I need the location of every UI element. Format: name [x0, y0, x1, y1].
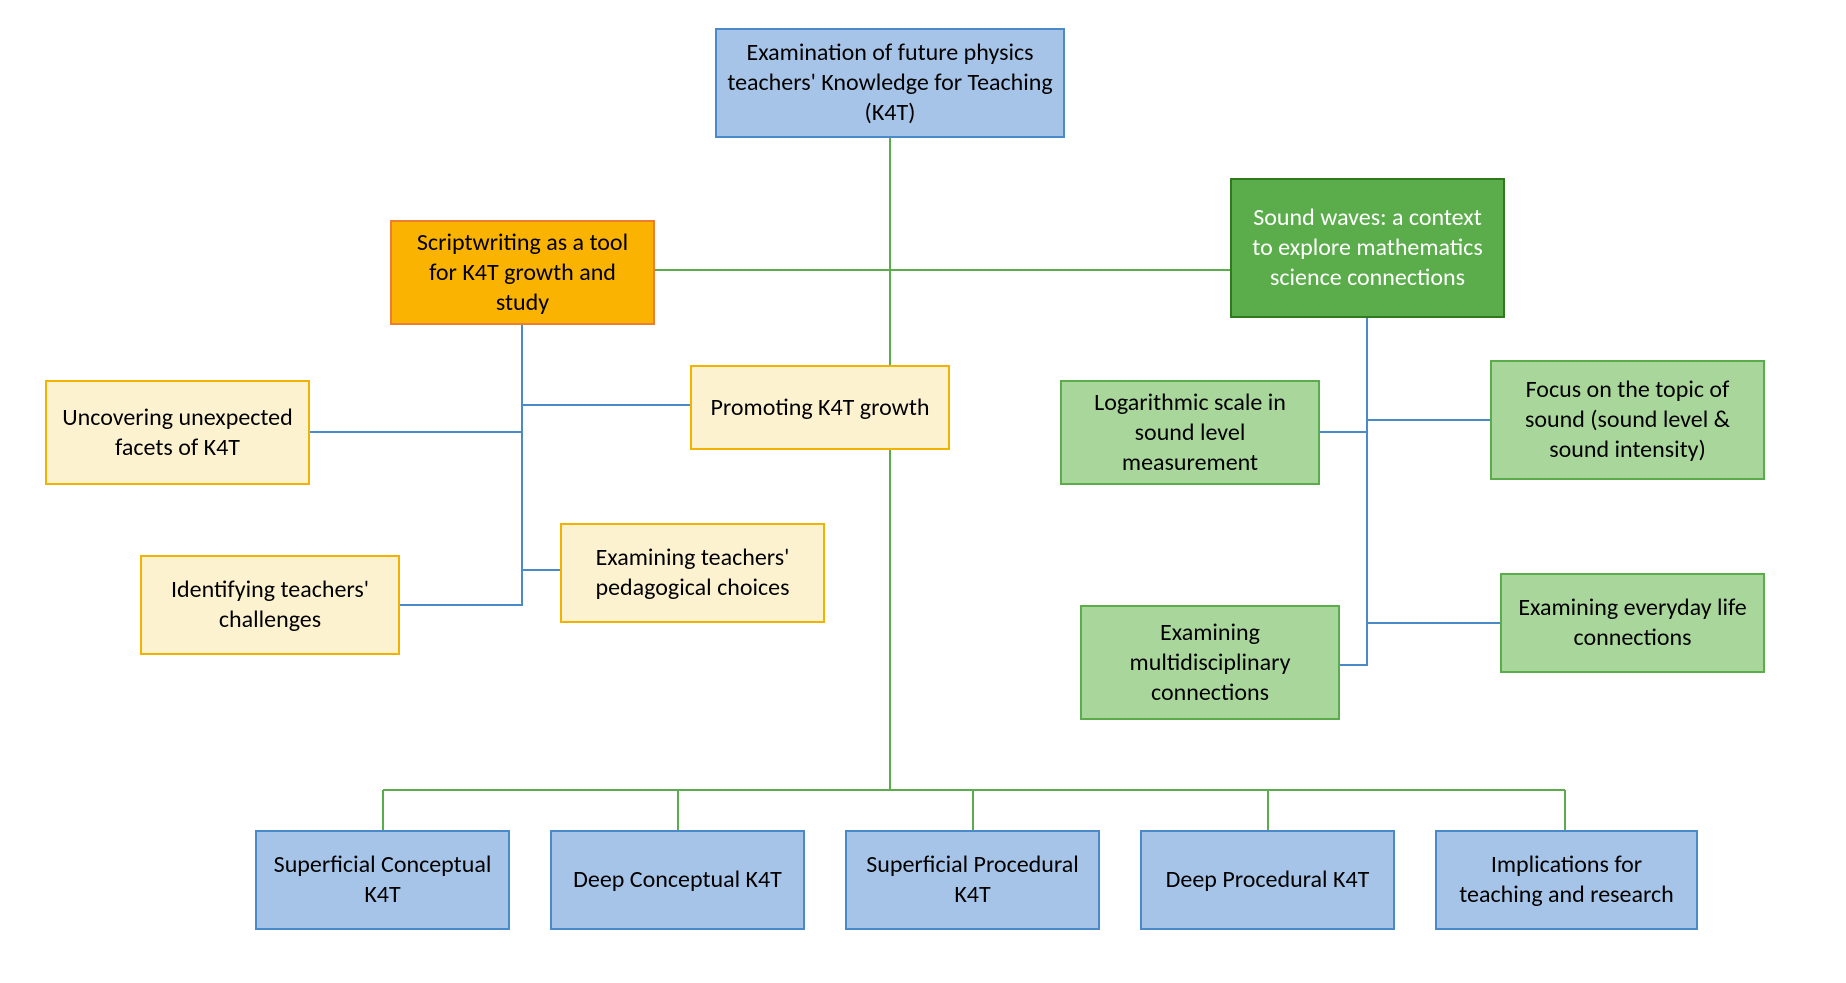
node-superficial-conceptual-label: Superficial Conceptual K4T	[267, 850, 498, 910]
node-identifying-challenges-label: Identifying teachers' challenges	[152, 575, 388, 635]
node-deep-procedural: Deep Procedural K4T	[1140, 830, 1395, 930]
node-everyday-life-label: Examining everyday life connections	[1512, 593, 1753, 653]
node-identifying-challenges: Identifying teachers' challenges	[140, 555, 400, 655]
node-sound-waves: Sound waves: a context to explore mathem…	[1230, 178, 1505, 318]
diagram-stage: Examination of future physics teachers' …	[0, 0, 1846, 983]
node-scriptwriting-label: Scriptwriting as a tool for K4T growth a…	[402, 228, 643, 318]
node-everyday-life: Examining everyday life connections	[1500, 573, 1765, 673]
node-implications: Implications for teaching and research	[1435, 830, 1698, 930]
node-superficial-procedural: Superficial Procedural K4T	[845, 830, 1100, 930]
node-scriptwriting: Scriptwriting as a tool for K4T growth a…	[390, 220, 655, 325]
node-multidisciplinary-label: Examining multidisciplinary connections	[1092, 618, 1328, 708]
node-superficial-conceptual: Superficial Conceptual K4T	[255, 830, 510, 930]
node-promoting-growth: Promoting K4T growth	[690, 365, 950, 450]
node-uncovering-facets-label: Uncovering unexpected facets of K4T	[57, 403, 298, 463]
node-implications-label: Implications for teaching and research	[1447, 850, 1686, 910]
node-uncovering-facets: Uncovering unexpected facets of K4T	[45, 380, 310, 485]
node-logarithmic-scale-label: Logarithmic scale in sound level measure…	[1072, 388, 1308, 478]
node-focus-topic-label: Focus on the topic of sound (sound level…	[1502, 375, 1753, 465]
node-pedagogical-choices-label: Examining teachers' pedagogical choices	[572, 543, 813, 603]
node-deep-conceptual-label: Deep Conceptual K4T	[573, 865, 782, 895]
node-root: Examination of future physics teachers' …	[715, 28, 1065, 138]
node-root-label: Examination of future physics teachers' …	[727, 38, 1053, 128]
node-promoting-growth-label: Promoting K4T growth	[710, 393, 929, 423]
node-superficial-procedural-label: Superficial Procedural K4T	[857, 850, 1088, 910]
node-deep-conceptual: Deep Conceptual K4T	[550, 830, 805, 930]
node-deep-procedural-label: Deep Procedural K4T	[1166, 865, 1370, 895]
node-pedagogical-choices: Examining teachers' pedagogical choices	[560, 523, 825, 623]
node-focus-topic: Focus on the topic of sound (sound level…	[1490, 360, 1765, 480]
node-sound-waves-label: Sound waves: a context to explore mathem…	[1242, 203, 1493, 293]
node-logarithmic-scale: Logarithmic scale in sound level measure…	[1060, 380, 1320, 485]
node-multidisciplinary: Examining multidisciplinary connections	[1080, 605, 1340, 720]
